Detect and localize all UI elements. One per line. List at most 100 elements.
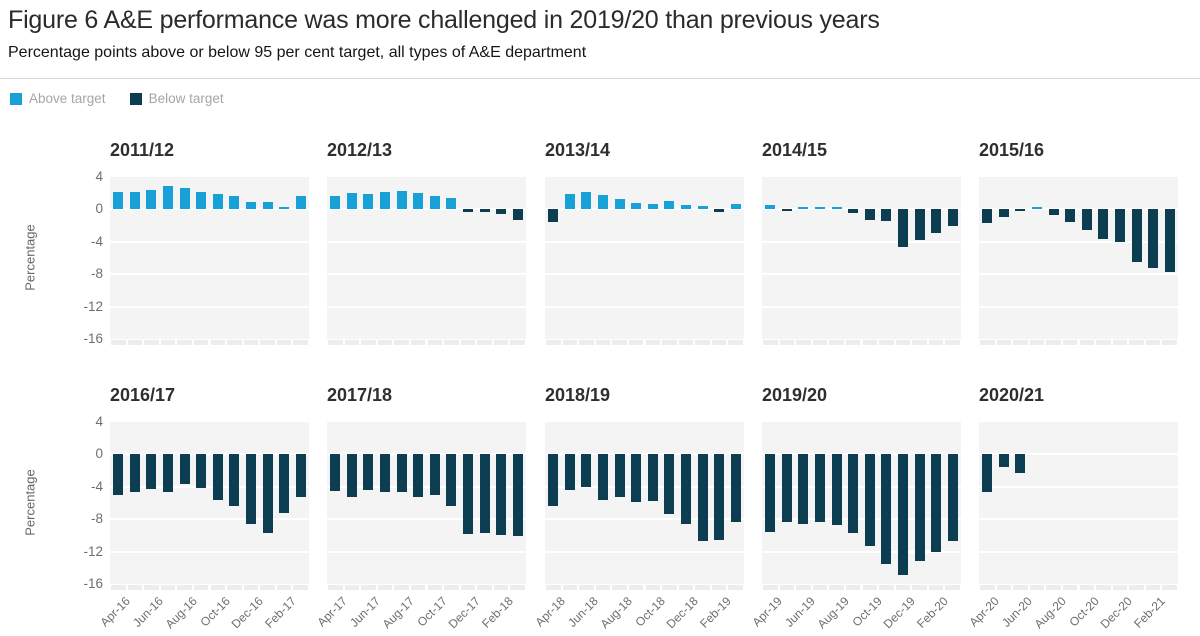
x-axis-tick xyxy=(763,585,778,590)
gridline xyxy=(545,550,744,553)
x-axis-tick xyxy=(912,585,927,590)
panel-plot xyxy=(327,177,526,339)
x-axis-tick xyxy=(662,340,677,345)
bar-Apr-15 xyxy=(982,209,993,224)
bar-Sep-17 xyxy=(413,454,424,497)
x-axis-tick xyxy=(779,340,795,345)
bar-Mar-15 xyxy=(947,209,958,227)
x-tick-label: Apr-20 xyxy=(966,594,1003,630)
bar-Jul-15 xyxy=(1032,207,1043,210)
x-tick-label: Aug-19 xyxy=(814,594,852,632)
bar-Sep-19 xyxy=(848,454,859,533)
gridline xyxy=(327,485,526,488)
bar-Jul-17 xyxy=(380,454,391,493)
panel-title: 2019/20 xyxy=(762,385,828,405)
y-tick-label: -4 xyxy=(90,233,103,249)
x-axis-tick xyxy=(763,340,778,345)
x-axis-tick xyxy=(460,340,476,345)
panel-plot xyxy=(762,422,961,584)
gridline xyxy=(762,453,961,456)
panel-plot xyxy=(762,177,961,339)
bar-Nov-16 xyxy=(229,454,240,507)
bar-Dec-13 xyxy=(680,205,691,210)
bar-Jun-16 xyxy=(146,454,157,490)
gridline xyxy=(110,453,309,456)
x-axis-tick xyxy=(996,340,1012,345)
gridline xyxy=(545,518,744,521)
x-tick-label: Aug-18 xyxy=(597,594,635,632)
x-tick-label: Jun-20 xyxy=(999,594,1036,630)
x-axis-tick xyxy=(344,340,360,345)
x-tick-label: Feb-19 xyxy=(697,594,735,631)
bar-Nov-13 xyxy=(664,201,675,210)
bar-Apr-18 xyxy=(548,454,559,507)
x-tick-label: Oct-18 xyxy=(632,594,668,630)
x-axis-tick xyxy=(144,585,159,590)
x-axis-tick xyxy=(193,585,209,590)
bar-May-14 xyxy=(781,209,792,212)
x-axis-tick xyxy=(444,585,459,590)
bar-Feb-16 xyxy=(1148,209,1159,268)
panel-title: 2017/18 xyxy=(327,385,393,405)
bar-Aug-14 xyxy=(831,207,842,210)
x-axis-tick xyxy=(562,340,578,345)
x-axis-tick xyxy=(177,340,192,345)
x-axis-tick xyxy=(260,585,275,590)
bar-Aug-13 xyxy=(614,198,625,210)
panel-title: 2013/14 xyxy=(545,140,611,160)
x-tick-label: Feb-17 xyxy=(262,594,300,631)
gridline xyxy=(979,453,1178,456)
bar-Jan-16 xyxy=(1131,209,1142,263)
bar-Dec-18 xyxy=(680,454,691,525)
y-tick-label: 0 xyxy=(95,446,103,462)
bar-Dec-17 xyxy=(462,454,473,534)
bar-Jul-13 xyxy=(598,194,609,210)
x-axis-tick xyxy=(177,585,192,590)
x-axis-tick xyxy=(612,340,627,345)
y-tick-label: -12 xyxy=(83,543,103,559)
gridline xyxy=(545,305,744,308)
x-axis-tick xyxy=(628,340,644,345)
bar-Mar-19 xyxy=(730,454,741,523)
bar-Jul-11 xyxy=(163,185,174,210)
x-axis-tick xyxy=(980,585,995,590)
x-tick-label: Oct-16 xyxy=(197,594,233,630)
x-tick-label: Dec-17 xyxy=(445,594,483,632)
bar-Nov-11 xyxy=(229,195,240,210)
x-axis-tick xyxy=(678,585,694,590)
x-axis-tick xyxy=(1029,340,1045,345)
x-axis-tick xyxy=(796,340,811,345)
x-axis-tick xyxy=(276,585,292,590)
bar-Dec-11 xyxy=(245,202,256,210)
legend-above-label: Above target xyxy=(29,91,106,106)
bar-May-15 xyxy=(998,209,1009,218)
x-axis-tick xyxy=(227,340,242,345)
panel-plot xyxy=(545,422,744,584)
bar-Nov-14 xyxy=(881,209,892,221)
x-axis-tick xyxy=(628,585,644,590)
bar-Sep-12 xyxy=(413,193,424,210)
x-axis-tick xyxy=(493,340,509,345)
bar-Mar-14 xyxy=(730,203,741,210)
x-axis-tick xyxy=(1129,340,1144,345)
bar-Feb-17 xyxy=(279,454,290,513)
gridline xyxy=(979,550,1178,553)
bar-Jul-18 xyxy=(598,454,609,500)
y-tick-label: -8 xyxy=(90,266,103,282)
y-tick-label: 4 xyxy=(95,169,103,184)
x-axis-tick xyxy=(361,585,376,590)
y-tick-label: -4 xyxy=(90,478,103,494)
header-divider xyxy=(0,78,1200,79)
x-axis-tick xyxy=(812,585,828,590)
x-axis-tick xyxy=(1046,585,1061,590)
bar-Mar-12 xyxy=(295,195,306,210)
x-axis-tick xyxy=(796,585,811,590)
x-axis-tick xyxy=(579,585,594,590)
x-axis-tick xyxy=(510,585,525,590)
panel-title: 2014/15 xyxy=(762,140,828,160)
bar-Apr-14 xyxy=(765,205,776,210)
gridline xyxy=(979,518,1178,521)
bar-May-20 xyxy=(998,454,1009,468)
x-axis-tick xyxy=(645,340,661,345)
bar-Jan-14 xyxy=(697,206,708,210)
